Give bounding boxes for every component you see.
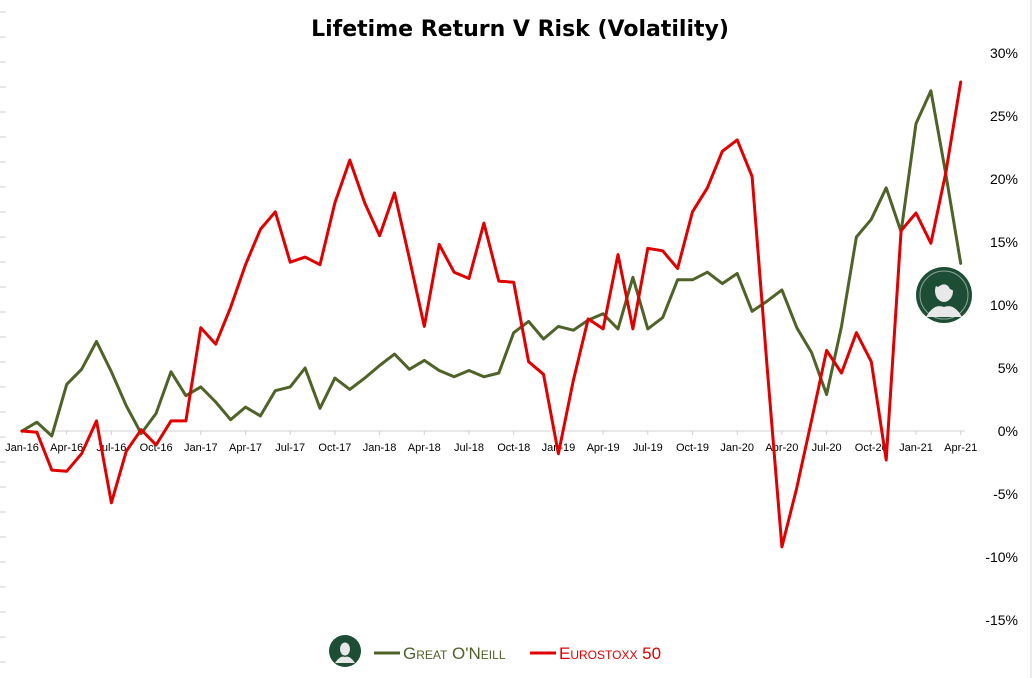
x-tick-label: Jan-18 [363, 442, 397, 454]
y-axis: -15% -10% -5% 0% 5% 10% 15% 20% 25% 30% [985, 45, 1018, 628]
left-frame-ticks [0, 11, 6, 663]
x-tick-label: Jul-18 [454, 442, 484, 454]
legend-label-great-oneill: Great O'Neill [403, 644, 506, 663]
x-tick-label: Jul-19 [633, 442, 663, 454]
x-tick-label: Apr-16 [50, 442, 83, 454]
y-tick-label: 30% [990, 45, 1018, 61]
x-tick-label: Oct-19 [676, 442, 709, 454]
y-tick-label: -5% [993, 486, 1018, 502]
legend-logo-icon [329, 635, 361, 667]
x-tick-label: Jan-16 [5, 442, 39, 454]
x-tick-label: Jul-20 [812, 442, 842, 454]
legend: Great O'Neill Eurostoxx 50 [329, 635, 661, 667]
x-tick-label: Oct-16 [140, 442, 173, 454]
y-tick-label: 20% [990, 171, 1018, 187]
x-tick-label: Jan-17 [184, 442, 218, 454]
x-tick-label: Apr-21 [944, 442, 977, 454]
y-tick-label: -15% [985, 612, 1018, 628]
x-tick-label: Oct-20 [855, 442, 888, 454]
y-tick-label: 0% [998, 423, 1018, 439]
x-tick-label: Jul-17 [275, 442, 305, 454]
legend-label-eurostoxx-50: Eurostoxx 50 [559, 644, 661, 663]
x-tick-label: Apr-19 [587, 442, 620, 454]
series-lines [20, 80, 963, 549]
x-tick-label: Oct-17 [318, 442, 351, 454]
y-tick-label: 15% [990, 234, 1018, 250]
y-tick-label: 25% [990, 108, 1018, 124]
y-tick-label: 5% [998, 360, 1018, 376]
x-tick-label: Apr-17 [229, 442, 262, 454]
x-tick-label: Oct-18 [497, 442, 530, 454]
x-tick-label: Jan-20 [720, 442, 754, 454]
x-tick-label: Jan-21 [899, 442, 933, 454]
series-line-eurostoxx-50 [20, 80, 963, 549]
x-tick-label: Apr-20 [765, 442, 798, 454]
x-tick-label: Jul-16 [96, 442, 126, 454]
x-axis: Jan-16 Apr-16 Jul-16 Oct-16 Jan-17 Apr-17 Jul-… [5, 431, 977, 454]
y-tick-label: 10% [990, 297, 1018, 313]
portrait-emblem-icon [916, 267, 972, 323]
x-tick-label: Apr-18 [408, 442, 441, 454]
chart-title: Lifetime Return V Risk (Volatility) [311, 17, 729, 42]
series-line-great-o-neill [20, 89, 963, 438]
y-tick-label: -10% [985, 549, 1018, 565]
